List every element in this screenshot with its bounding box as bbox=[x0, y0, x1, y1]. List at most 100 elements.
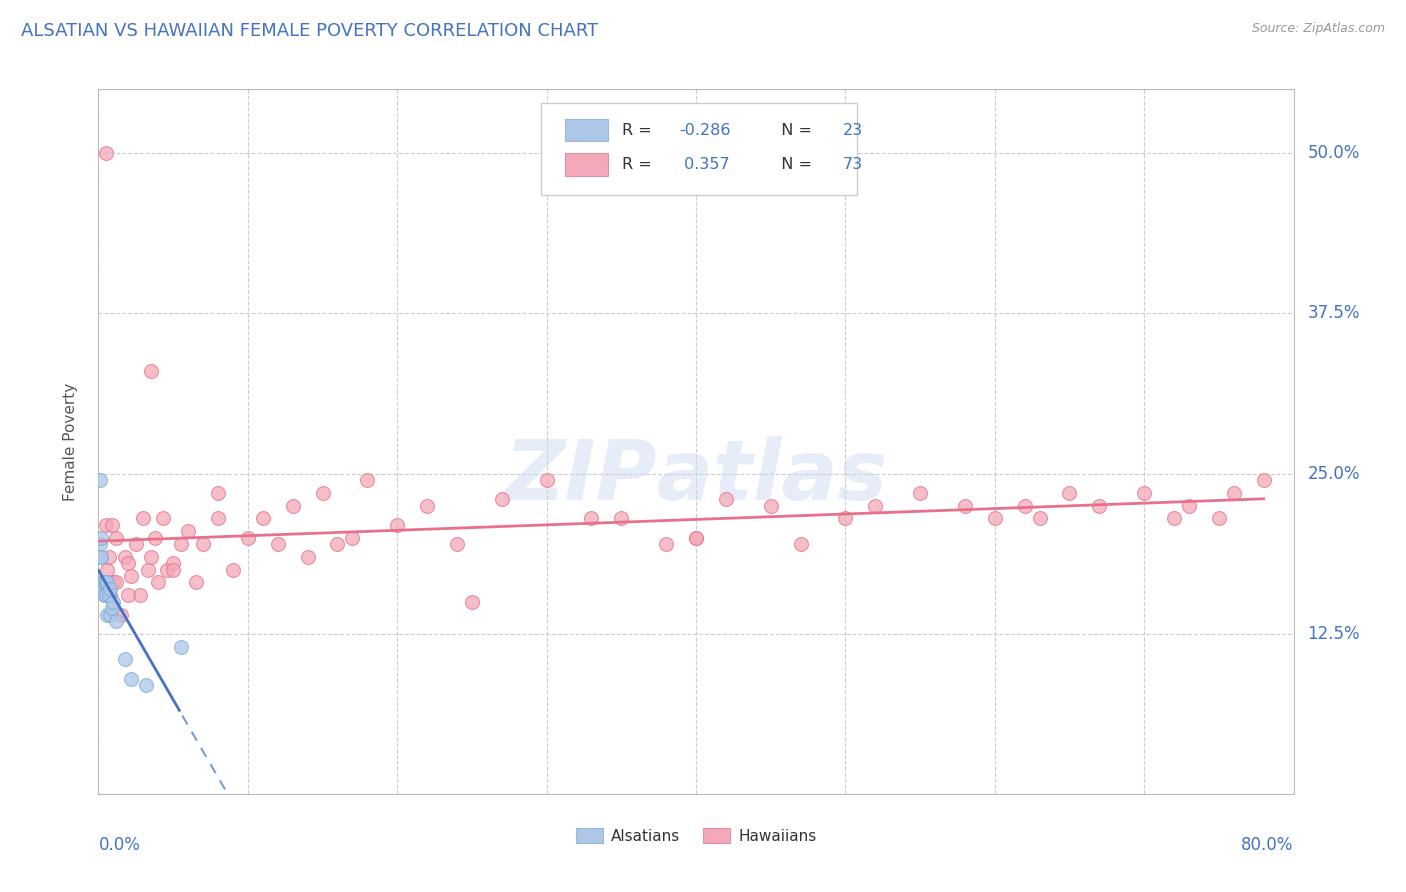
Point bbox=[1133, 485, 1156, 500]
Point bbox=[655, 537, 678, 551]
Point bbox=[94, 517, 117, 532]
Point bbox=[132, 511, 155, 525]
Point bbox=[162, 563, 184, 577]
Point bbox=[89, 473, 111, 487]
Point bbox=[136, 563, 159, 577]
Point bbox=[91, 582, 114, 596]
Point bbox=[94, 575, 117, 590]
Point bbox=[91, 575, 114, 590]
Text: 23: 23 bbox=[844, 122, 863, 137]
Point bbox=[207, 485, 229, 500]
Text: 73: 73 bbox=[844, 157, 863, 172]
Text: N =: N = bbox=[772, 157, 817, 172]
Point bbox=[94, 588, 117, 602]
Point bbox=[1178, 499, 1201, 513]
Point bbox=[581, 511, 603, 525]
Point bbox=[135, 678, 157, 692]
Point bbox=[984, 511, 1007, 525]
Point bbox=[1223, 485, 1246, 500]
Point bbox=[114, 652, 136, 666]
Text: 37.5%: 37.5% bbox=[1308, 304, 1360, 322]
Point bbox=[416, 499, 439, 513]
Point bbox=[1163, 511, 1185, 525]
Point bbox=[117, 588, 139, 602]
Point bbox=[385, 517, 409, 532]
FancyBboxPatch shape bbox=[565, 153, 607, 176]
Point bbox=[103, 575, 125, 590]
Point bbox=[120, 569, 142, 583]
Point bbox=[1014, 499, 1036, 513]
Legend: Alsatians, Hawaiians: Alsatians, Hawaiians bbox=[569, 822, 823, 850]
FancyBboxPatch shape bbox=[565, 119, 607, 141]
Point bbox=[117, 556, 139, 570]
Point bbox=[162, 556, 184, 570]
Text: 0.357: 0.357 bbox=[679, 157, 730, 172]
Y-axis label: Female Poverty: Female Poverty bbox=[63, 383, 77, 500]
Point bbox=[1253, 473, 1275, 487]
Point bbox=[93, 575, 115, 590]
Point bbox=[685, 531, 707, 545]
Point bbox=[759, 499, 782, 513]
Text: ZIP​atlas: ZIP​atlas bbox=[505, 436, 887, 517]
Point bbox=[252, 511, 274, 525]
Text: 25.0%: 25.0% bbox=[1308, 465, 1360, 483]
Point bbox=[125, 537, 148, 551]
Point bbox=[101, 517, 124, 532]
Point bbox=[152, 511, 174, 525]
Point bbox=[834, 511, 856, 525]
Text: -0.286: -0.286 bbox=[679, 122, 731, 137]
Point bbox=[105, 614, 128, 628]
Text: 80.0%: 80.0% bbox=[1241, 836, 1294, 854]
Point bbox=[297, 549, 319, 564]
Point bbox=[89, 537, 111, 551]
Point bbox=[90, 531, 112, 545]
Point bbox=[446, 537, 468, 551]
Point bbox=[110, 607, 132, 622]
Point bbox=[908, 485, 931, 500]
Point bbox=[94, 146, 117, 161]
Text: R =: R = bbox=[621, 122, 657, 137]
Point bbox=[222, 563, 245, 577]
Point bbox=[105, 575, 128, 590]
Text: R =: R = bbox=[621, 157, 657, 172]
Text: N =: N = bbox=[772, 122, 817, 137]
Point bbox=[103, 595, 125, 609]
Point bbox=[236, 531, 259, 545]
Point bbox=[129, 588, 152, 602]
Point bbox=[536, 473, 558, 487]
Point bbox=[98, 582, 122, 596]
Text: 12.5%: 12.5% bbox=[1308, 624, 1360, 643]
Point bbox=[93, 588, 115, 602]
Point bbox=[120, 672, 142, 686]
Text: Source: ZipAtlas.com: Source: ZipAtlas.com bbox=[1251, 22, 1385, 36]
Point bbox=[91, 582, 114, 596]
Point bbox=[101, 601, 124, 615]
Text: 50.0%: 50.0% bbox=[1308, 145, 1360, 162]
Point bbox=[491, 492, 513, 507]
Point bbox=[114, 549, 136, 564]
Text: 0.0%: 0.0% bbox=[98, 836, 141, 854]
Point bbox=[789, 537, 811, 551]
Point bbox=[90, 549, 112, 564]
Point bbox=[98, 588, 122, 602]
Point bbox=[1059, 485, 1081, 500]
Point bbox=[97, 588, 120, 602]
Point bbox=[177, 524, 200, 539]
Point bbox=[953, 499, 976, 513]
Point bbox=[96, 563, 118, 577]
Point bbox=[191, 537, 214, 551]
Point bbox=[865, 499, 887, 513]
Point bbox=[96, 607, 118, 622]
Point bbox=[685, 531, 707, 545]
Point bbox=[267, 537, 290, 551]
Point bbox=[105, 531, 128, 545]
Point bbox=[139, 364, 162, 378]
Point bbox=[98, 607, 122, 622]
Point bbox=[156, 563, 179, 577]
Point bbox=[356, 473, 378, 487]
Point bbox=[169, 640, 191, 654]
Point bbox=[326, 537, 349, 551]
Point bbox=[90, 549, 112, 564]
Point bbox=[143, 531, 166, 545]
Point bbox=[96, 575, 118, 590]
